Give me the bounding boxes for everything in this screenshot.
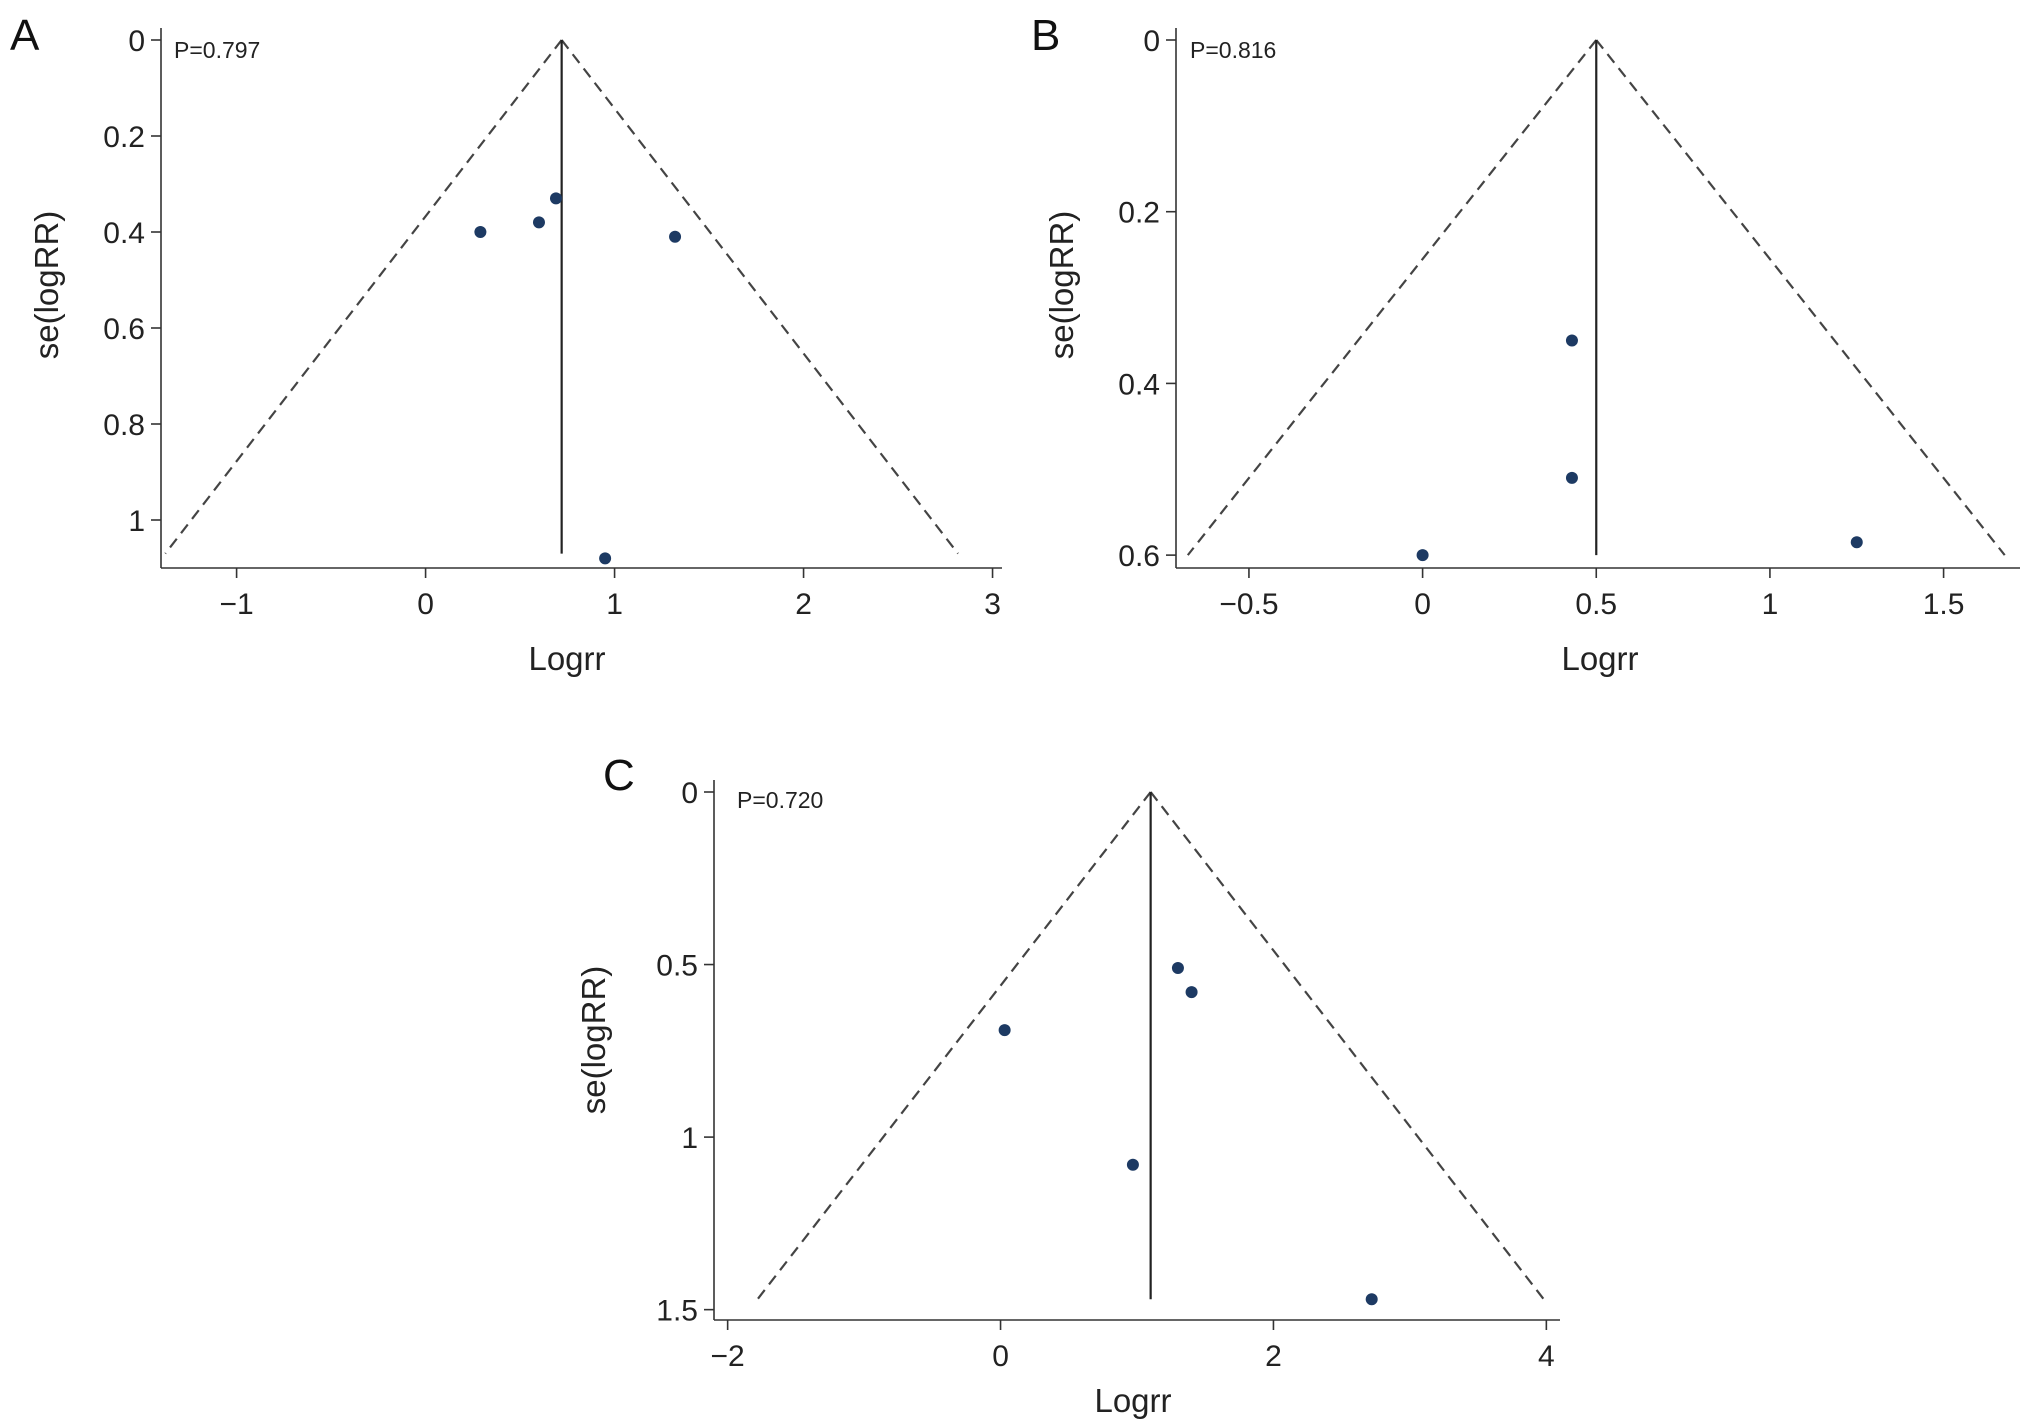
panel-b-x-tick-label: −0.5 <box>1219 588 1278 621</box>
panel-a-y-tick-label: 0.6 <box>103 313 145 346</box>
panel-c-study-point <box>998 1024 1011 1037</box>
panel-a-x-ticks: −1 0 1 2 3 <box>219 568 1001 621</box>
panel-c: C P=0.720 −2 0 2 4 0 0.5 1 1.5 Logrr se(logRR) <box>575 751 1560 1419</box>
panel-c-x-tick-label: −2 <box>711 1340 745 1373</box>
panel-a-x-tick-label: 3 <box>984 588 1001 621</box>
panel-b-x-title: Logrr <box>1561 640 1638 677</box>
panel-c-p-value: P=0.720 <box>737 787 823 813</box>
panel-b-x-ticks: −0.5 0 0.5 1 1.5 <box>1219 568 1964 621</box>
panel-c-study-point <box>1171 962 1184 974</box>
panel-b: B P=0.816 −0.5 0 0.5 1 1.5 00.20.40.6 Logrr … <box>1031 11 2020 677</box>
panel-c-y-tick-label: 0 <box>681 777 698 810</box>
panel-a-y-ticks: 0 0.2 0.4 0.6 0.8 1 <box>103 25 161 538</box>
panel-b-x-tick-label: 1 <box>1762 588 1779 621</box>
panel-c-label: C <box>603 751 635 800</box>
panel-c-x-title: Logrr <box>1094 1382 1171 1419</box>
panel-c-x-tick-label: 2 <box>1265 1340 1282 1373</box>
panel-b-x-tick-label: 0.5 <box>1575 588 1617 621</box>
panel-a-funnel-left <box>164 39 563 555</box>
panel-c-y-title: se(logRR) <box>575 966 612 1115</box>
panel-b-funnel-left <box>1186 39 1598 556</box>
panel-c-x-ticks: −2 0 2 4 <box>711 1320 1555 1373</box>
panel-a-y-tick-label: 0.8 <box>103 409 145 442</box>
panel-a-p-value: P=0.797 <box>174 37 260 63</box>
panel-c-study-point <box>1126 1158 1139 1171</box>
panel-c-funnel-left <box>756 791 1152 1300</box>
panel-c-x-tick-label: 0 <box>992 1340 1009 1373</box>
panel-a-study-point <box>599 552 612 565</box>
panel-a-study-point <box>474 226 487 238</box>
panel-a-y-tick-label: 0.4 <box>103 217 145 250</box>
panel-b-y-tick-label: 0.6 <box>1118 540 1160 573</box>
panel-a-x-tick-label: 0 <box>417 588 434 621</box>
panel-b-p-value: P=0.816 <box>1190 37 1276 63</box>
panel-b-y-tick-label: 0.2 <box>1118 197 1160 230</box>
panel-b-label: B <box>1031 11 1060 60</box>
panel-b-study-point <box>1416 549 1429 562</box>
panel-a-study-point <box>669 230 682 243</box>
panel-b-funnel-right <box>1595 39 2006 556</box>
panel-a-x-tick-label: −1 <box>219 588 253 621</box>
panel-b-study-point <box>1850 536 1863 549</box>
panel-a-points <box>474 192 682 565</box>
panel-a-funnel-right <box>560 39 959 555</box>
panel-a-x-tick-label: 2 <box>795 588 812 621</box>
panel-a-y-tick-label: 0 <box>128 25 145 58</box>
panel-b-y-title: se(logRR) <box>1043 211 1080 360</box>
panel-a-y-tick-label: 0.2 <box>103 121 145 154</box>
panel-c-y-tick-label: 0.5 <box>656 950 698 983</box>
panel-b-y-ticks: 0 0.2 0.4 0.6 <box>1118 25 1176 573</box>
panel-a-y-title: se(logRR) <box>28 211 65 360</box>
panel-a: A P=0.797 −1 0 1 2 3 0 0.2 0.4 0.6 0.8 1 Logrr se… <box>10 11 1002 677</box>
panel-a-x-tick-label: 1 <box>606 588 623 621</box>
panel-c-y-tick-label: 1 <box>681 1122 698 1155</box>
panel-b-y-tick-label: 0.4 <box>1118 368 1160 401</box>
panel-b-x-tick-label: 1.5 <box>1923 588 1965 621</box>
panel-b-y-tick-label: 0 <box>1143 25 1160 58</box>
panel-a-study-point <box>549 192 562 205</box>
panel-c-study-point <box>1365 1293 1378 1306</box>
panel-c-funnel-right <box>1149 791 1545 1300</box>
panel-b-study-point <box>1565 471 1578 484</box>
panel-a-x-title: Logrr <box>528 640 605 677</box>
panel-b-x-tick-label: 0 <box>1414 588 1431 621</box>
panel-c-points <box>998 962 1378 1306</box>
panel-c-y-ticks: 0 0.5 1 1.5 <box>656 777 714 1328</box>
panel-c-x-tick-label: 4 <box>1538 1340 1555 1373</box>
panel-a-label: A <box>10 11 40 60</box>
panel-a-study-point <box>532 216 545 229</box>
panel-a-y-tick-label: 1 <box>128 505 145 538</box>
panel-b-study-point <box>1565 334 1578 347</box>
panel-c-y-tick-label: 1.5 <box>656 1295 698 1328</box>
panel-b-points <box>1416 334 1863 562</box>
panel-c-study-point <box>1185 986 1198 999</box>
